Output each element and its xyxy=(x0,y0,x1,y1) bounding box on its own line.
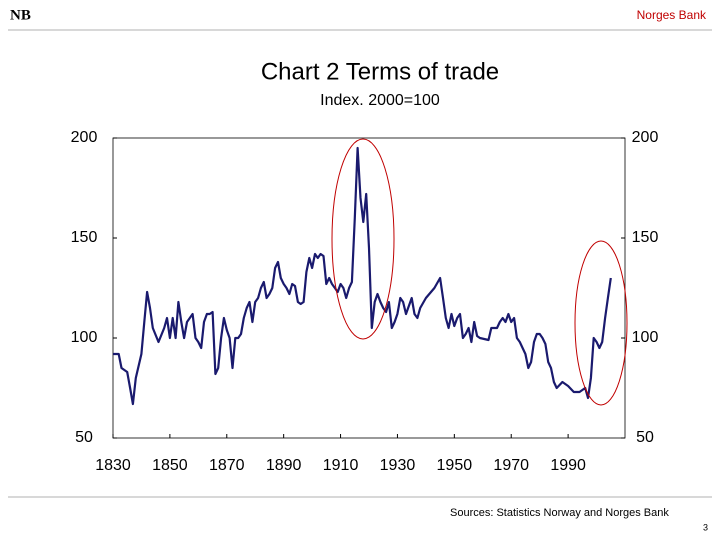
y2-tick-label: 100 xyxy=(632,329,659,346)
x-tick-label: 1890 xyxy=(266,457,302,474)
y2-tick-label: 50 xyxy=(636,429,654,446)
x-tick-label: 1930 xyxy=(380,457,416,474)
highlight-ellipse xyxy=(331,138,395,340)
x-tick-label: 1970 xyxy=(493,457,529,474)
highlight-ellipse xyxy=(574,240,628,406)
y2-tick-label: 150 xyxy=(632,229,659,246)
source-note: Sources: Statistics Norway and Norges Ba… xyxy=(450,507,669,519)
chart-title: Chart 2 Terms of trade xyxy=(261,58,499,85)
header-title: Norges Bank xyxy=(637,8,707,22)
x-tick-label: 1950 xyxy=(437,457,473,474)
y-tick-label: 50 xyxy=(75,429,93,446)
x-tick-label: 1910 xyxy=(323,457,359,474)
x-tick-label: 1850 xyxy=(152,457,188,474)
series-line xyxy=(113,146,612,406)
x-tick-label: 1830 xyxy=(95,457,131,474)
x-tick-label: 1990 xyxy=(550,457,586,474)
logo: NB xyxy=(10,7,31,23)
y-tick-label: 100 xyxy=(71,329,98,346)
y2-tick-label: 200 xyxy=(632,129,659,146)
y-tick-label: 200 xyxy=(71,129,98,146)
chart-subtitle: Index. 2000=100 xyxy=(320,92,440,109)
plot-frame xyxy=(112,137,626,439)
page-number: 3 xyxy=(703,522,708,532)
x-tick-label: 1870 xyxy=(209,457,245,474)
y-tick-label: 150 xyxy=(71,229,98,246)
